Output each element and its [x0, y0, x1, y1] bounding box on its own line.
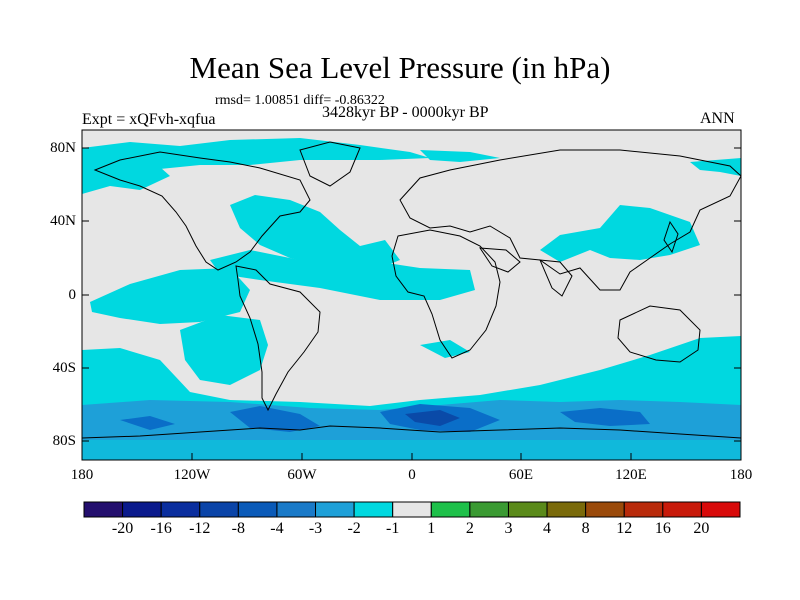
lat-label-80n: 80N	[50, 140, 76, 156]
lat-label-0: 0	[68, 287, 77, 303]
lon-label-60w: 60W	[287, 467, 317, 483]
longitude-ticks	[81, 453, 742, 460]
colorbar-swatch	[276, 501, 317, 518]
colorbar-swatch	[662, 501, 702, 518]
colorbar-swatch	[83, 501, 124, 518]
colorbar-swatch	[585, 501, 625, 518]
lat-label-40s: 40S	[52, 360, 76, 376]
experiment-label: Expt = xQFvh-xqfua	[82, 111, 216, 128]
colorbar-label: -8	[231, 520, 245, 537]
colorbar-label: -12	[189, 520, 211, 537]
colorbar-label: 16	[654, 520, 671, 537]
season-label: ANN	[700, 110, 735, 127]
colorbar-swatch	[623, 501, 664, 518]
lon-label-180-right: 180	[729, 467, 753, 483]
colorbar-swatch	[469, 501, 509, 518]
lon-label-120e: 120E	[615, 467, 647, 483]
stats-line: rmsd= 1.00851 diff= -0.86322	[215, 93, 385, 108]
colorbar-swatch	[546, 501, 587, 518]
colorbar-swatch	[160, 501, 201, 518]
period-label: 3428kyr BP - 0000kyr BP	[322, 104, 489, 121]
colorbar-swatch	[700, 501, 741, 518]
colorbar-label: -4	[270, 520, 284, 537]
colorbar-label: 2	[465, 520, 474, 537]
lat-label-80s: 80S	[52, 433, 76, 449]
lon-label-180-left: 180	[70, 467, 94, 483]
colorbar	[83, 501, 741, 518]
colorbar-swatch	[315, 501, 355, 518]
lon-label-60e: 60E	[508, 467, 534, 483]
lon-label-120w: 120W	[173, 467, 211, 483]
colorbar-label: 3	[504, 520, 513, 537]
colorbar-swatch	[430, 501, 471, 518]
colorbar-label: -16	[150, 520, 172, 537]
colorbar-label: -2	[347, 520, 361, 537]
colorbar-label: 8	[581, 520, 590, 537]
colorbar-swatch	[199, 501, 239, 518]
coastlines	[81, 141, 742, 439]
chart-title: Mean Sea Level Pressure (in hPa)	[189, 50, 611, 85]
colorbar-swatch	[122, 501, 162, 518]
colorbar-swatch	[353, 501, 394, 518]
colorbar-label: 20	[693, 520, 710, 537]
colorbar-label: 12	[616, 520, 633, 537]
latitude-ticks	[82, 147, 741, 442]
colorbar-swatch	[237, 501, 278, 518]
colorbar-swatch	[392, 501, 432, 518]
colorbar-swatch	[507, 501, 548, 518]
colorbar-label: -1	[386, 520, 400, 537]
colorbar-label: -20	[111, 520, 134, 537]
colorbar-label: -3	[308, 520, 323, 537]
colorbar-label: 4	[543, 520, 552, 537]
lon-label-0: 0	[408, 467, 416, 483]
colorbar-label: 1	[427, 520, 436, 537]
lat-label-40n: 40N	[50, 213, 76, 229]
